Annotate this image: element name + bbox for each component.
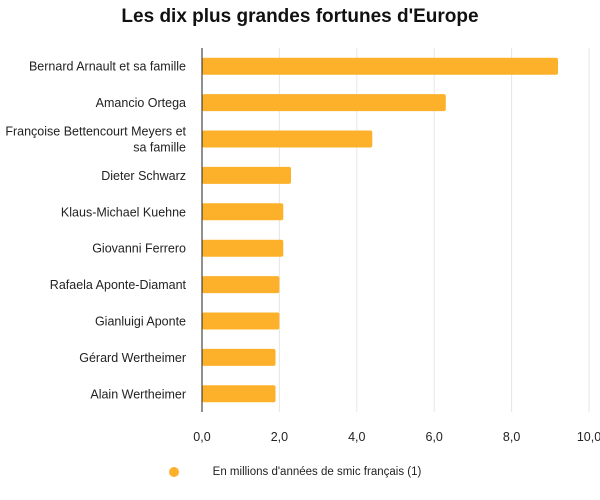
category-label: Bernard Arnault et sa famille — [29, 60, 186, 74]
bar — [202, 385, 276, 403]
x-tick-label: 10,0 — [577, 430, 600, 444]
bar — [202, 203, 284, 221]
bar — [202, 348, 276, 366]
x-tick-label: 0,0 — [193, 430, 210, 444]
legend: En millions d'années de smic français (1… — [0, 462, 600, 482]
x-tick-label: 2,0 — [271, 430, 288, 444]
category-label: Gérard Wertheimer — [79, 351, 186, 365]
bar — [202, 239, 284, 257]
x-tick-label: 4,0 — [348, 430, 365, 444]
category-label: Giovanni Ferrero — [92, 242, 186, 256]
category-label: Alain Wertheimer — [90, 387, 186, 401]
bar — [202, 166, 292, 184]
category-label: Rafaela Aponte-Diamant — [50, 278, 187, 292]
bar — [202, 276, 280, 294]
category-label: Gianluigi Aponte — [95, 315, 186, 329]
category-label: Klaus-Michael Kuehne — [61, 205, 186, 219]
bar — [202, 312, 280, 330]
x-tick-label: 6,0 — [426, 430, 443, 444]
legend-label: En millions d'années de smic français (1… — [212, 466, 422, 478]
legend-swatch — [168, 467, 179, 477]
chart-title: Les dix plus grandes fortunes d'Europe — [121, 6, 479, 27]
category-label: Amancio Ortega — [96, 96, 186, 110]
x-tick-label: 8,0 — [503, 430, 520, 444]
bar — [202, 94, 446, 112]
bar — [202, 57, 559, 75]
bar — [202, 130, 373, 148]
category-label: Dieter Schwarz — [101, 169, 186, 183]
category-label: Françoise Bettencourt Meyers et sa famill… — [5, 125, 186, 155]
